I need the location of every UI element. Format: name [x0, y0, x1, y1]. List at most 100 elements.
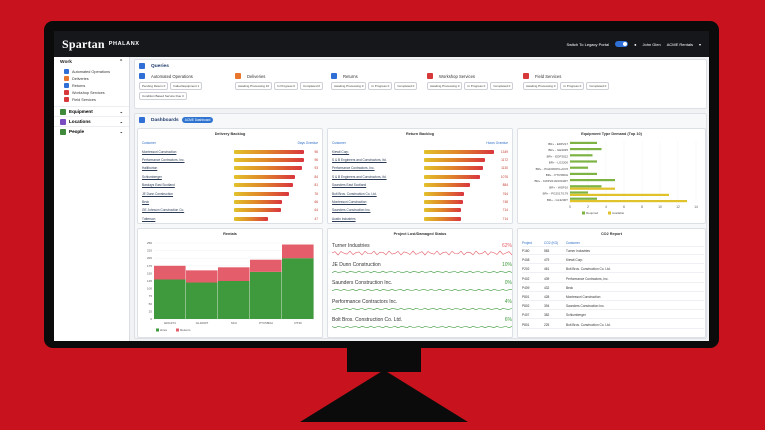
- customer-link[interactable]: GE Johnson Construction Co.: [142, 208, 185, 213]
- customer-link[interactable]: Austin Industries: [332, 216, 356, 221]
- customer-link[interactable]: Montessori Construction: [142, 149, 177, 154]
- co2-row[interactable]: P409 432 Beck: [522, 285, 704, 292]
- return-col-customer[interactable]: Customer: [332, 141, 346, 145]
- chevron-down-icon[interactable]: ⌄: [119, 119, 123, 124]
- query-chip[interactable]: Pending Return 0: [139, 82, 169, 90]
- legacy-portal-link[interactable]: Switch To Legacy Portal: [566, 41, 610, 47]
- query-block-title[interactable]: Field Services: [535, 73, 562, 79]
- sidebar-item-2[interactable]: Returns: [54, 82, 129, 89]
- co2-col-customer[interactable]: Customer: [566, 241, 580, 245]
- sidebar-group-2[interactable]: People ⌄: [54, 126, 129, 136]
- query-chip[interactable]: In Progress 0: [560, 82, 585, 90]
- customer-link[interactable]: Barclays East Scotland: [142, 183, 175, 188]
- query-chip[interactable]: Awaiting Processing 0: [427, 82, 463, 90]
- table-row[interactable]: Halliburton 93: [138, 165, 322, 172]
- co2-row[interactable]: P802 394 Saunders Construction Inc.: [522, 303, 704, 311]
- customer-link[interactable]: Halliburton: [142, 166, 158, 171]
- table-row[interactable]: Saunders East Scotland 884: [328, 182, 512, 189]
- table-row[interactable]: Performance Contractors, Inc. 1130: [328, 165, 512, 172]
- chevron-down-icon[interactable]: ▾: [698, 41, 701, 47]
- customer-link[interactable]: Schlumberger: [142, 174, 162, 179]
- query-chip[interactable]: In Progress 0: [368, 82, 393, 90]
- project-risk-row[interactable]: Saunders Construction Inc. 0%: [332, 280, 512, 292]
- table-row[interactable]: Montessori Construction 96: [138, 148, 322, 155]
- table-row[interactable]: Schlumberger 84: [138, 173, 322, 180]
- table-row[interactable]: Bolt Bros. Construction Co. Ltd. 764: [328, 190, 512, 197]
- query-chip[interactable]: In Progress 0: [464, 82, 489, 90]
- x-tick-label: 8: [641, 205, 643, 209]
- query-chip[interactable]: In Progress 0: [274, 82, 298, 90]
- return-col-hours[interactable]: Hours Overdue: [486, 141, 508, 145]
- query-block-title[interactable]: Returns: [343, 73, 358, 79]
- query-chip[interactable]: Failed Equipment 1: [170, 82, 203, 90]
- query-chip[interactable]: Completed 0: [586, 82, 610, 90]
- customer-link[interactable]: S & B Engineers and Constructors, ltd.: [332, 157, 387, 162]
- table-row[interactable]: S & B Engineers and Constructors, ltd. 10…: [328, 173, 512, 180]
- project-risk-row[interactable]: Turner Industries 62%: [332, 243, 512, 256]
- customer-link[interactable]: Montessori Construction: [332, 199, 367, 204]
- query-chip[interactable]: Awaiting Processing 0: [523, 82, 559, 90]
- co2-row[interactable]: P801 428 Montessori Construction: [522, 294, 704, 301]
- customer-link[interactable]: Performance Contractors, Inc.: [332, 166, 375, 171]
- table-row[interactable]: S & B Engineers and Constructors, ltd. 11…: [328, 156, 512, 163]
- query-chip[interactable]: Awaiting Processing 10: [235, 82, 273, 90]
- project-risk-row[interactable]: JE Dunn Construction 10%: [332, 262, 512, 273]
- rental-bar-hires: [218, 281, 250, 319]
- delivery-col-days[interactable]: Days Overdue: [297, 141, 318, 145]
- customer-link[interactable]: Kiewit Corp.: [332, 149, 350, 154]
- co2-row[interactable]: P160 583 Turner Industries: [522, 248, 704, 255]
- table-row[interactable]: Performance Contractors, Inc. 96: [138, 156, 322, 163]
- chevron-down-icon[interactable]: ⌄: [119, 109, 123, 114]
- sidebar-item-0[interactable]: Automated Operations: [54, 68, 129, 75]
- sidebar-item-4[interactable]: Field Services: [54, 96, 129, 103]
- sidebar-work-header[interactable]: Work ⌃: [60, 60, 123, 65]
- user-name[interactable]: John Glen: [642, 41, 661, 47]
- table-row[interactable]: GE Johnson Construction Co. 64: [138, 207, 322, 214]
- project-risk-row[interactable]: Performance Contractors Inc. 4%: [332, 299, 512, 310]
- table-row[interactable]: Barclays East Scotland 81: [138, 182, 322, 189]
- sidebar-item-3[interactable]: Workshop Services: [54, 89, 129, 96]
- legacy-toggle[interactable]: [615, 41, 629, 47]
- co2-col-kg[interactable]: CO2 (KG): [544, 241, 559, 245]
- query-chip[interactable]: Condition Based Service Due 3: [139, 92, 187, 100]
- chevron-up-icon[interactable]: ⌃: [118, 60, 123, 65]
- sidebar-group-0[interactable]: Equipment ⌄: [54, 106, 129, 116]
- query-chip[interactable]: Completed 0: [394, 82, 418, 90]
- customer-link[interactable]: S & B Engineers and Constructors, ltd.: [332, 174, 387, 179]
- sidebar-item-1[interactable]: Deliveries: [54, 75, 129, 82]
- co2-row[interactable]: P407 382 Schlumberger: [522, 312, 704, 320]
- dashboard-selector[interactable]: ACME Dashboard: [181, 117, 214, 123]
- co2-row[interactable]: P801 225 Bolt Bros. Construction Co. Ltd.: [522, 322, 704, 329]
- chevron-down-icon[interactable]: ⌄: [119, 129, 123, 134]
- query-block-title[interactable]: Workshop Services: [439, 73, 475, 79]
- customer-link[interactable]: JE Dunn Construction: [142, 191, 174, 196]
- query-chip[interactable]: Completed 0: [299, 82, 323, 90]
- org-name[interactable]: ACME Rentals: [666, 41, 693, 47]
- query-chip[interactable]: Awaiting Processing 0: [331, 82, 367, 90]
- co2-row[interactable]: P408 479 Kiewit Corp.: [522, 257, 704, 265]
- user-icon[interactable]: ●: [634, 41, 637, 47]
- app-logo[interactable]: Spartan: [62, 36, 105, 51]
- customer-link[interactable]: Saunders Construction Inc.: [332, 208, 371, 213]
- customer-link[interactable]: Bolt Bros. Construction Co. Ltd.: [332, 191, 377, 196]
- table-row[interactable]: Tutterson 47: [138, 215, 322, 222]
- co2-row[interactable]: P202 461 Bolt Bros. Construction Co. Ltd.: [522, 266, 704, 274]
- table-row[interactable]: Kiewit Corp. 1349: [328, 148, 512, 155]
- table-row[interactable]: Saunders Construction Inc. 714: [328, 207, 512, 214]
- table-row[interactable]: Montessori Construction 748: [328, 198, 512, 205]
- query-chip[interactable]: Completed 0: [490, 82, 514, 90]
- query-block-title[interactable]: Automated Operations: [151, 73, 193, 79]
- customer-link[interactable]: Tutterson: [142, 216, 156, 221]
- query-block-title[interactable]: Deliveries: [247, 73, 266, 79]
- customer-link[interactable]: Beck: [142, 199, 150, 204]
- customer-link[interactable]: Saunders East Scotland: [332, 183, 367, 188]
- table-row[interactable]: Beck 66: [138, 198, 322, 205]
- table-row[interactable]: Austin Industries 714: [328, 215, 512, 222]
- customer-link[interactable]: Performance Contractors, Inc.: [142, 157, 185, 162]
- delivery-col-customer[interactable]: Customer: [142, 141, 156, 145]
- table-row[interactable]: JE Dunn Construction 76: [138, 190, 322, 197]
- project-risk-row[interactable]: Bolt Bros. Construction Co. Ltd. 6%: [332, 317, 512, 329]
- sidebar-group-1[interactable]: Locations ⌄: [54, 116, 129, 126]
- co2-row[interactable]: P402 439 Performance Contractors, Inc.: [522, 276, 704, 283]
- co2-col-project[interactable]: Project: [522, 241, 532, 245]
